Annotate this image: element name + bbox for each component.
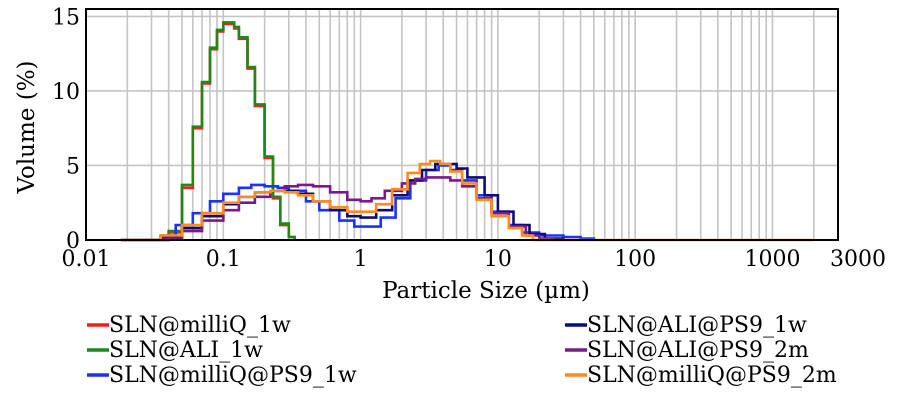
x-tick-label: 0.1 bbox=[206, 247, 241, 272]
y-tick-label: 15 bbox=[52, 5, 80, 30]
series-layer bbox=[121, 21, 814, 242]
x-tick-labels: 0.01 0.1 1 10 100 1000 3000 bbox=[62, 247, 886, 272]
y-tick-label: 0 bbox=[66, 229, 80, 254]
legend-label: SLN@milliQ@PS9_2m bbox=[587, 363, 837, 388]
series-line-2 bbox=[160, 21, 296, 242]
plot-border bbox=[85, 8, 839, 241]
legend: SLN@milliQ_1wSLN@ALI_1wSLN@milliQ@PS9_1w… bbox=[87, 313, 837, 388]
plot-area bbox=[86, 9, 838, 240]
legend-label: SLN@milliQ_1w bbox=[109, 313, 291, 338]
legend-label: SLN@ALI@PS9_1w bbox=[587, 313, 807, 338]
y-axis-label: Volume (%) bbox=[14, 60, 40, 194]
y-tick-labels: 0 5 10 15 bbox=[52, 5, 80, 254]
y-tick-label: 5 bbox=[66, 154, 80, 179]
x-tick-label: 0.01 bbox=[62, 247, 111, 272]
plot-frame bbox=[85, 8, 839, 241]
x-tick-label: 1 bbox=[354, 247, 368, 272]
legend-label: SLN@ALI@PS9_2m bbox=[587, 338, 809, 363]
x-axis-label: Particle Size (µm) bbox=[382, 278, 590, 304]
x-tick-label: 3000 bbox=[830, 247, 886, 272]
y-tick-label: 10 bbox=[52, 80, 80, 105]
legend-label: SLN@ALI_1w bbox=[109, 338, 263, 363]
x-tick-label: 10 bbox=[484, 247, 512, 272]
plot-background bbox=[86, 9, 838, 240]
x-tick-label: 1000 bbox=[744, 247, 800, 272]
series-line-6 bbox=[121, 159, 814, 242]
legend-label: SLN@milliQ@PS9_1w bbox=[109, 363, 357, 388]
x-tick-label: 100 bbox=[614, 247, 656, 272]
